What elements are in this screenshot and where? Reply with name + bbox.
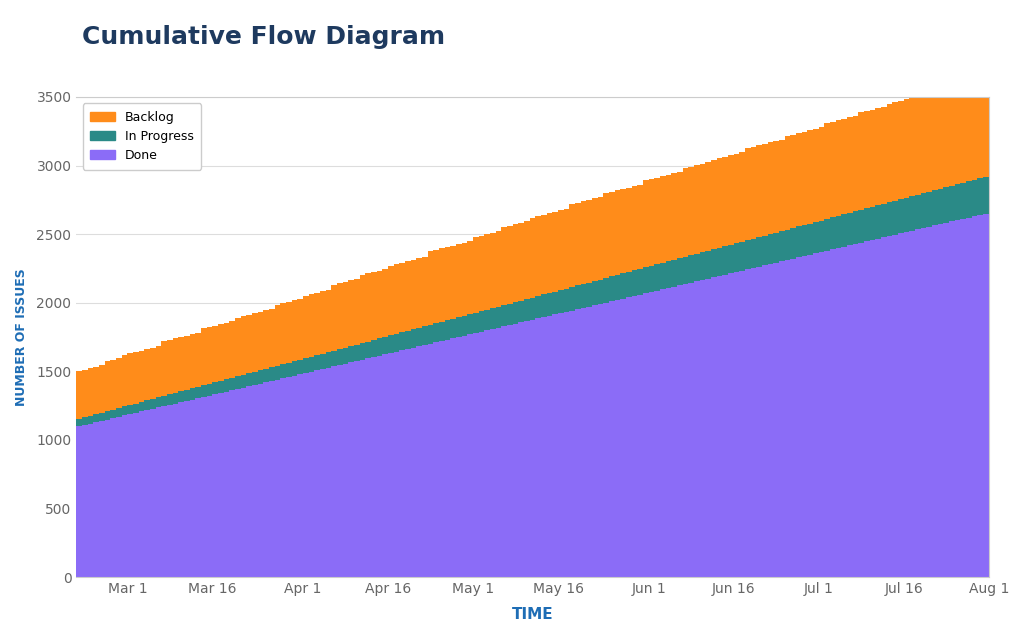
Text: Cumulative Flow Diagram: Cumulative Flow Diagram [82,25,445,50]
Y-axis label: NUMBER OF ISSUES: NUMBER OF ISSUES [15,268,28,406]
X-axis label: TIME: TIME [512,607,553,622]
Legend: Backlog, In Progress, Done: Backlog, In Progress, Done [83,103,202,169]
